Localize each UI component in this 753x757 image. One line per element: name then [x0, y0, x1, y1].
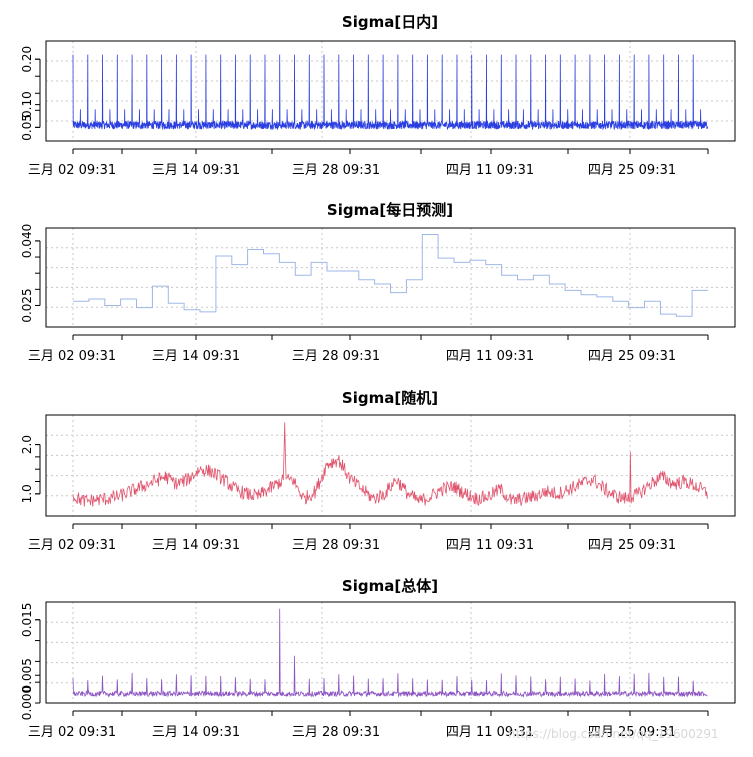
x-tick-label: 三月 02 09:31 [28, 163, 116, 178]
x-tick-label: 三月 14 09:31 [152, 538, 240, 553]
plot-frame [45, 227, 736, 328]
x-tick-label: 三月 14 09:31 [152, 349, 240, 364]
x-tick-label: 四月 11 09:31 [446, 163, 534, 178]
panel-title: Sigma[总体] [342, 577, 438, 595]
y-tick-label: 0.025 [20, 288, 34, 322]
x-tick-label: 四月 11 09:31 [446, 725, 534, 740]
panel-3: 三月 02 09:31 三月 14 09:31 三月 28 09:31 四月 11 0… [20, 389, 736, 553]
x-tick-label: 三月 28 09:31 [292, 725, 380, 740]
x-tick-label: 四月 25 09:31 [588, 725, 676, 740]
x-tick-label: 四月 11 09:31 [446, 538, 534, 553]
plot-frame [45, 601, 736, 704]
y-tick-label: 0.05 [20, 114, 34, 141]
x-tick-label: 四月 25 09:31 [588, 349, 676, 364]
series-line [72, 608, 708, 698]
plot-frame [45, 414, 736, 517]
x-tick-label: 三月 14 09:31 [152, 163, 240, 178]
x-tick-label: 三月 28 09:31 [292, 163, 380, 178]
y-tick-label: 0.20 [20, 46, 34, 73]
panel-title: Sigma[随机] [342, 389, 438, 407]
y-tick-label: 0.005 [20, 658, 34, 692]
x-tick-label: 三月 28 09:31 [292, 538, 380, 553]
y-tick-label: 0.000 [20, 686, 34, 720]
watermark-text: https://blog.csdn.net/qq_19600291 [508, 727, 719, 741]
series-line [72, 54, 709, 131]
y-tick-label: 1.0 [20, 484, 34, 503]
y-tick-label: 0.040 [20, 224, 34, 258]
y-tick-label: 2.0 [20, 435, 34, 454]
y-tick-label: 0.015 [20, 603, 34, 637]
panel-title: Sigma[每日预测] [327, 201, 453, 219]
x-tick-label: 三月 02 09:31 [28, 538, 116, 553]
panel-1: 三月 02 09:31 三月 14 09:31 三月 28 09:31 四月 11 0… [20, 13, 736, 178]
x-tick-label: 四月 25 09:31 [588, 538, 676, 553]
panel-4: 三月 02 09:31 三月 14 09:31 三月 28 09:31 四月 11 0… [20, 577, 736, 740]
panel-2: 三月 02 09:31 三月 14 09:31 三月 28 09:31 四月 11 0… [20, 201, 736, 364]
x-tick-label: 三月 02 09:31 [28, 725, 116, 740]
x-tick-label: 四月 11 09:31 [446, 349, 534, 364]
x-tick-label: 三月 02 09:31 [28, 349, 116, 364]
x-tick-label: 三月 28 09:31 [292, 349, 380, 364]
x-tick-label: 三月 14 09:31 [152, 725, 240, 740]
series-line [73, 234, 708, 317]
panel-title: Sigma[日内] [342, 13, 438, 31]
plot-frame [45, 40, 736, 142]
y-tick-label: 0.10 [20, 91, 34, 118]
x-tick-label: 四月 25 09:31 [588, 163, 676, 178]
series-line [72, 422, 708, 507]
